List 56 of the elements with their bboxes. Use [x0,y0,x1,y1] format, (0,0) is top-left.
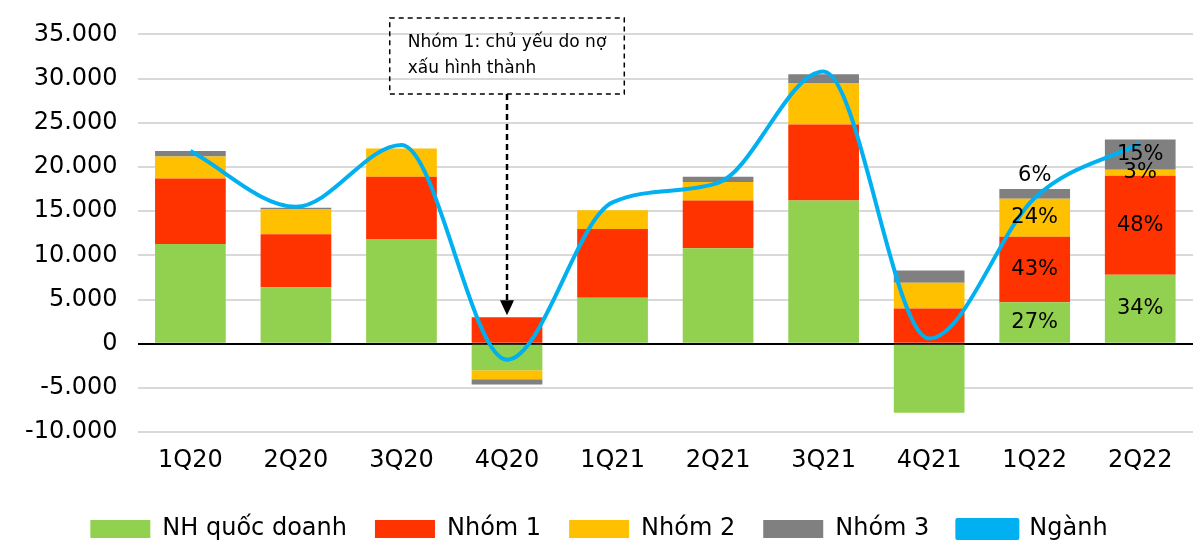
bar [155,243,226,343]
y-tick-label: 30.000 [33,62,118,91]
bar [999,189,1071,199]
y-tick-label: 10.000 [33,239,118,268]
bar [682,248,754,343]
legend-label: Nhóm 3 [835,513,930,542]
bar [577,210,648,229]
bar [366,176,437,240]
bar [893,344,965,413]
bar [260,287,332,343]
bar [260,234,332,288]
bar [893,270,965,283]
bar [577,297,648,343]
annotation: 43% [1011,256,1059,280]
bar [260,209,332,235]
bar [155,156,226,179]
bar [155,178,226,244]
y-tick-label: 5.000 [48,283,118,312]
bar [999,236,1071,303]
annotation: 48% [1116,211,1164,236]
y-tick-label: -10.000 [25,416,118,445]
bar [471,370,543,380]
x-tick-label: 2Q20 [263,444,329,473]
x-tick-label: 1Q22 [1002,444,1068,473]
x-tick-label: 4Q20 [474,444,540,473]
bar [471,379,543,385]
legend-label: NH quốc doanh [162,513,347,542]
annotation: Nhóm 1: chủ yếu do nợ xấu hình thành [407,31,607,78]
x-tick-label: 4Q21 [896,444,962,473]
bar [788,124,859,201]
y-tick-label: 35.000 [33,18,118,47]
legend-label: Nhóm 2 [641,513,736,542]
bar [893,282,965,309]
y-tick-label: 15.000 [33,195,118,224]
x-tick-label: 3Q20 [369,444,434,473]
x-tick-label: 2Q21 [685,444,751,473]
legend-label: Ngành [1029,513,1108,542]
annotation: 34% [1116,295,1164,320]
bar [999,302,1071,343]
x-tick-label: 3Q21 [791,444,856,473]
y-tick-label: -5.000 [40,372,118,401]
x-tick-label: 2Q22 [1107,444,1173,473]
bar [577,228,648,298]
bar [682,200,754,249]
annotation: 27% [1011,308,1059,333]
legend-label: Nhóm 1 [446,513,542,542]
y-tick-label: 20.000 [33,151,118,180]
bar [788,83,859,125]
y-tick-label: 25.000 [33,107,118,136]
bar [366,239,437,343]
x-tick-label: 1Q21 [580,444,645,473]
annotation: 6% [1018,161,1052,186]
bar [788,200,859,343]
x-tick-label: 1Q20 [158,444,223,473]
y-tick-label: 0 [102,328,118,357]
bar [1104,274,1176,343]
